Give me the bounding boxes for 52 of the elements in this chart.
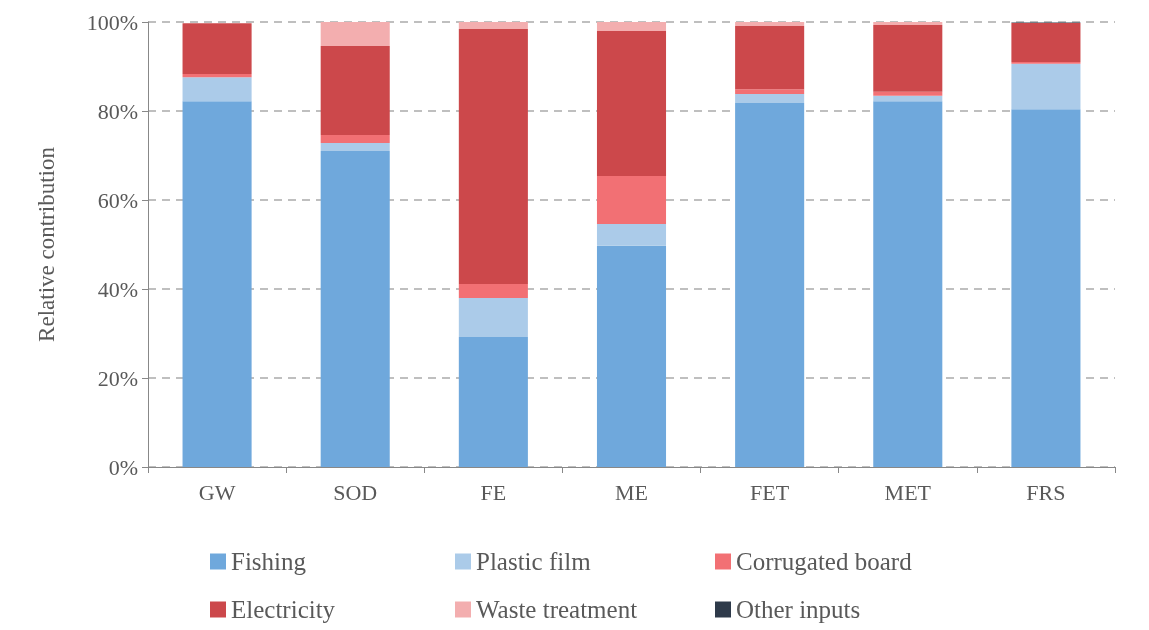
bar xyxy=(873,101,943,467)
bar xyxy=(458,29,528,285)
x-tick-label: FE xyxy=(480,479,507,505)
bar xyxy=(458,297,528,338)
bar xyxy=(735,22,805,27)
legend-label: Other inputs xyxy=(736,596,861,623)
bar xyxy=(873,25,943,92)
legend-label: Waste treatment xyxy=(476,596,638,623)
x-tick-label: GW xyxy=(198,479,236,505)
x-tick-label: ME xyxy=(615,479,648,505)
bar xyxy=(873,91,943,96)
bar xyxy=(1011,109,1081,467)
x-tick-label: SOD xyxy=(333,479,378,505)
y-tick-label: 60% xyxy=(97,187,138,213)
bar xyxy=(596,22,667,31)
legend-label: Electricity xyxy=(231,596,336,623)
bar xyxy=(735,89,805,95)
bar xyxy=(1011,22,1081,63)
y-tick-label: 40% xyxy=(97,276,138,302)
x-tick-label: FRS xyxy=(1026,479,1066,505)
x-tick-label: FET xyxy=(750,479,790,505)
bar xyxy=(596,245,667,467)
bar xyxy=(735,26,805,90)
y-tick-label: 100% xyxy=(86,9,138,35)
bar xyxy=(320,151,390,467)
bar xyxy=(320,46,390,136)
bar xyxy=(596,224,667,246)
bar xyxy=(182,74,252,78)
x-tick-label: MET xyxy=(884,479,932,505)
bar xyxy=(596,30,667,176)
bar xyxy=(596,175,667,225)
bar xyxy=(320,135,390,144)
bar xyxy=(182,101,252,467)
y-axis-title: Relative contribution xyxy=(34,146,59,342)
bar xyxy=(458,22,528,30)
bar xyxy=(182,77,252,102)
y-tick-label: 80% xyxy=(97,98,138,124)
bar xyxy=(458,284,528,298)
bar xyxy=(735,102,805,467)
bar xyxy=(320,22,390,47)
legend-label: Corrugated board xyxy=(736,548,913,575)
bar xyxy=(735,94,805,103)
bar xyxy=(458,337,528,467)
legend-label: Plastic film xyxy=(476,548,592,575)
bar xyxy=(873,22,943,26)
y-tick-label: 0% xyxy=(108,454,138,480)
bar xyxy=(1011,63,1081,110)
bar xyxy=(873,95,943,102)
legend-label: Fishing xyxy=(231,548,307,575)
bar xyxy=(182,23,252,75)
bar xyxy=(320,143,390,152)
y-tick-label: 20% xyxy=(97,365,138,391)
